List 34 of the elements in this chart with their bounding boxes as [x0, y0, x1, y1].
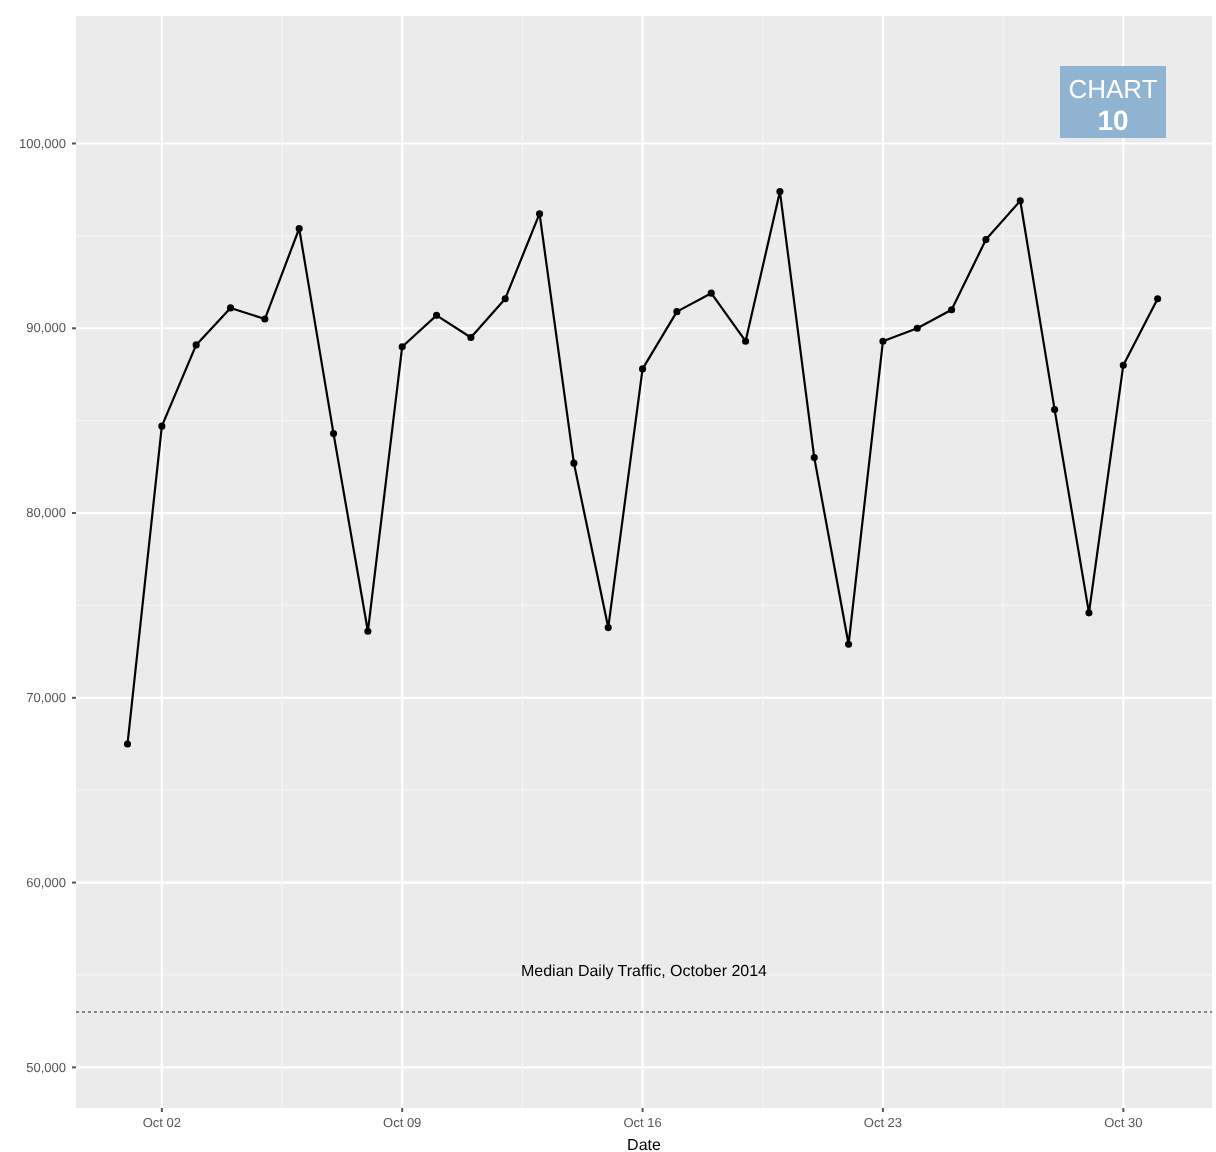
point [261, 315, 269, 323]
point [123, 740, 132, 748]
ref-line-label: Median Daily Traffic, October 2014 [520, 961, 769, 980]
point [398, 343, 406, 351]
point [158, 422, 166, 430]
point [1154, 295, 1162, 303]
point [1119, 361, 1127, 369]
point [1085, 609, 1093, 617]
annotation: CHART 10 [1068, 74, 1158, 136]
point [639, 365, 647, 373]
point [295, 224, 303, 233]
x-axis-title: Date [627, 1136, 662, 1152]
point [501, 295, 509, 303]
point [192, 341, 200, 349]
point [570, 459, 578, 467]
point [982, 236, 990, 244]
point [776, 187, 784, 196]
point [913, 324, 921, 332]
point [432, 311, 441, 319]
point [1016, 197, 1024, 205]
point [879, 337, 887, 345]
point [467, 333, 475, 342]
point [707, 289, 715, 297]
point [673, 308, 681, 316]
point [948, 306, 956, 314]
point [810, 454, 818, 462]
point [742, 337, 750, 345]
point [604, 624, 612, 632]
point [535, 210, 544, 218]
point [845, 640, 853, 648]
point [1051, 406, 1059, 414]
point [329, 430, 338, 438]
point [364, 627, 372, 635]
point [226, 304, 235, 312]
